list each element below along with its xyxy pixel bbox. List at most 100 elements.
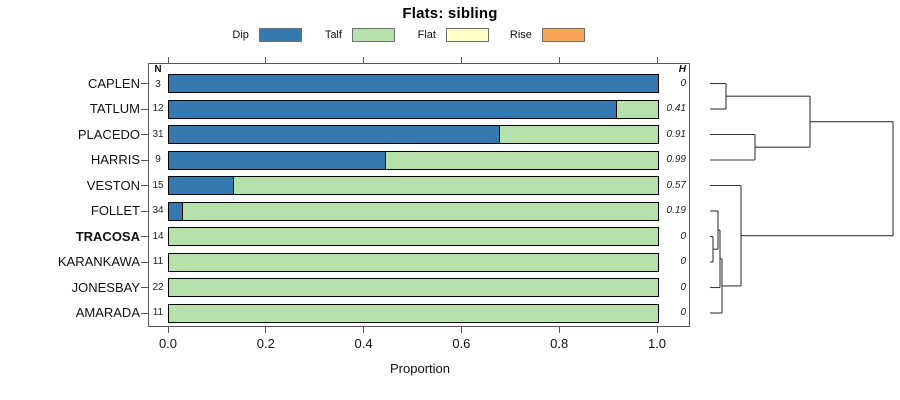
legend-item-flat: Flat (389, 27, 489, 42)
axis-tick-bottom (265, 327, 267, 333)
axis-tick-bottom (558, 327, 560, 333)
bar-row (168, 252, 659, 272)
category-label: FOLLET (90, 203, 140, 218)
legend-label: Rise (509, 28, 532, 41)
category-tick (141, 261, 148, 263)
legend-swatch-rise (541, 27, 585, 42)
plot-frame (148, 63, 690, 327)
bar-row (168, 150, 659, 170)
bar-segment-dip (169, 100, 617, 118)
category-label: TRACOSA (75, 228, 140, 244)
category-tick (141, 83, 148, 84)
bar-row (168, 176, 659, 195)
bar-segment-talf (500, 126, 658, 143)
category-label: JONESBAY (71, 279, 140, 295)
category-tick (141, 134, 148, 135)
h-value: 0 (680, 256, 686, 267)
legend-item-rise: Rise (485, 27, 585, 42)
n-value: 15 (152, 179, 164, 191)
h-value: 0 (680, 281, 686, 293)
bar-row (168, 227, 659, 246)
n-value: 12 (152, 103, 164, 114)
bar-row (168, 201, 659, 221)
bar-segment-talf (169, 253, 658, 271)
axis-tick-label: 0.8 (550, 336, 569, 351)
axis-tick-bottom (656, 327, 658, 333)
category-label: PLACEDO (77, 126, 140, 142)
legend-item-talf: Talf (295, 27, 395, 42)
axis-tick-top (363, 57, 365, 63)
axis-tick-top (460, 57, 462, 63)
bar-row (168, 278, 659, 297)
bar-segment-dip (169, 177, 234, 194)
n-value: 9 (155, 154, 161, 165)
legend-label: Dip (232, 28, 249, 41)
bar-row (168, 125, 659, 144)
bar-row (168, 74, 659, 93)
category-label: TATLUM (89, 101, 140, 116)
category-label: KARANKAWA (57, 254, 140, 269)
axis-tick-top (656, 57, 658, 63)
x-axis-title: Proportion (390, 361, 450, 376)
category-tick (141, 287, 148, 288)
n-value: 11 (152, 256, 164, 267)
bar-segment-dip (169, 202, 183, 220)
category-tick (141, 159, 148, 161)
axis-tick-label: 1.0 (647, 336, 667, 351)
legend-label: Talf (324, 28, 342, 41)
category-label: VESTON (86, 177, 140, 193)
axis-tick-bottom (167, 327, 169, 333)
h-value: 0.19 (666, 205, 686, 216)
category-tick (141, 210, 148, 212)
legend-swatch-flat (445, 27, 489, 42)
bar-segment-talf (617, 100, 658, 118)
category-label: AMARADA (75, 305, 140, 320)
axis-tick-label: 0.0 (158, 336, 178, 351)
bar-segment-dip (169, 75, 658, 92)
axis-tick-bottom (460, 327, 462, 333)
n-column-header: N (154, 64, 162, 75)
legend-swatch-talf (351, 27, 395, 42)
legend-swatch-dip (258, 27, 302, 42)
category-tick (141, 185, 148, 186)
axis-tick-label: 0.6 (452, 336, 471, 351)
bar-segment-talf (234, 177, 658, 194)
bar-segment-talf (183, 202, 658, 220)
h-value: 0.91 (666, 128, 686, 140)
n-value: 34 (152, 205, 164, 216)
bar-segment-dip (169, 126, 500, 143)
h-value: 0.41 (666, 103, 686, 114)
category-tick (141, 108, 148, 110)
axis-tick-bottom (363, 327, 365, 333)
bar-segment-talf (386, 151, 658, 169)
h-value: 0.99 (666, 154, 686, 165)
chart-title: Flats: sibling (402, 5, 498, 22)
n-value: 14 (152, 230, 164, 242)
bar-segment-talf (169, 228, 658, 245)
bar-row (168, 303, 659, 323)
category-label: CAPLEN (87, 75, 140, 91)
n-value: 3 (155, 78, 161, 90)
h-column-header: H (678, 64, 686, 75)
bar-segment-dip (169, 151, 386, 169)
axis-tick-label: 0.4 (354, 336, 373, 351)
axis-tick-top (265, 57, 267, 63)
axis-tick-label: 0.2 (256, 336, 275, 351)
category-tick (141, 312, 148, 314)
legend-label: Flat (417, 28, 436, 41)
h-value: 0 (680, 307, 686, 318)
h-value: 0 (680, 230, 686, 242)
axis-tick-top (558, 57, 560, 63)
category-label: HARRIS (90, 152, 140, 167)
axis-tick-top (167, 57, 169, 63)
n-value: 22 (152, 281, 164, 293)
legend-item-dip: Dip (202, 27, 302, 42)
n-value: 31 (152, 128, 164, 140)
category-tick (141, 236, 148, 237)
bar-segment-talf (169, 304, 658, 322)
n-value: 11 (152, 307, 164, 318)
bar-segment-talf (169, 279, 658, 296)
h-value: 0.57 (666, 179, 686, 191)
